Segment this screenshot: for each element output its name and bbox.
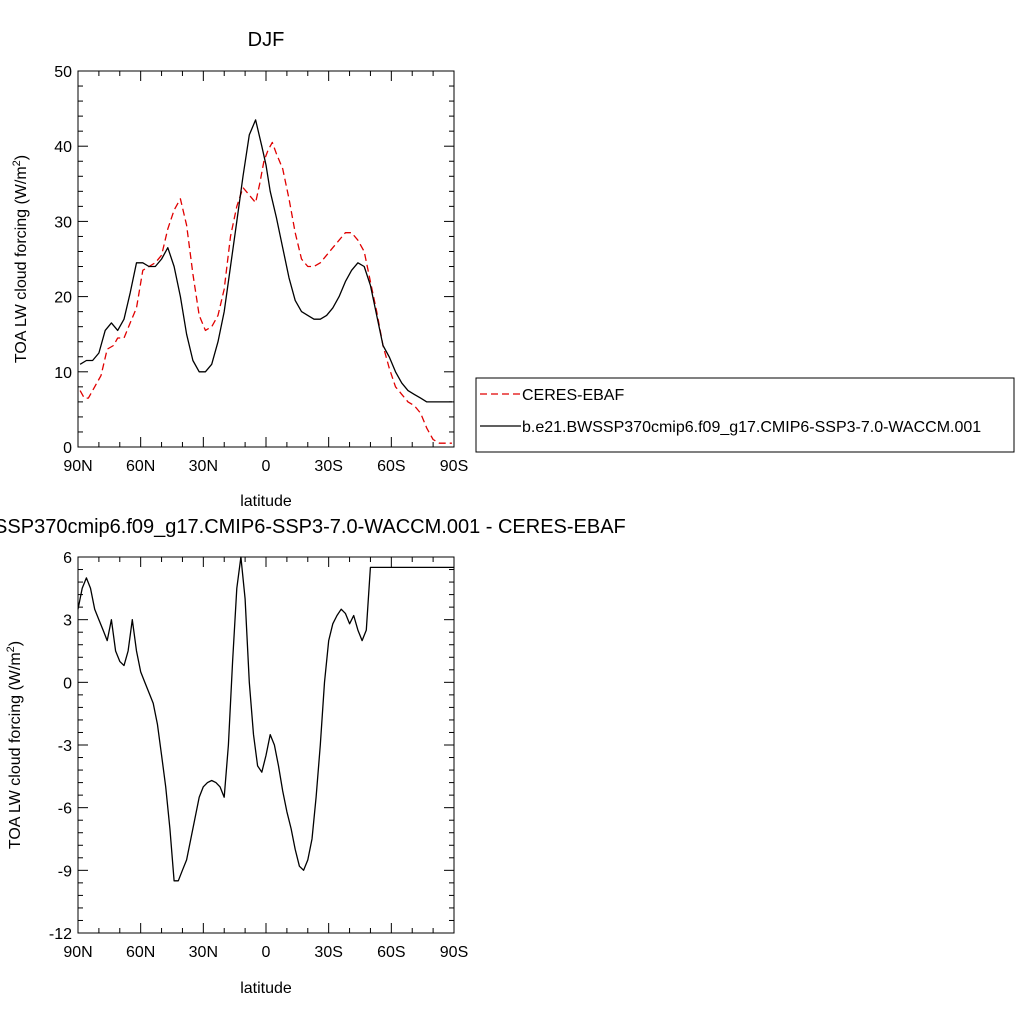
y-tick-label: -12	[49, 926, 72, 943]
top-chart-title: DJF	[248, 29, 285, 51]
series-line-0	[77, 556, 454, 882]
x-tick-label: 90S	[440, 944, 468, 961]
y-tick-label: 6	[63, 550, 72, 567]
x-tick-label: 30N	[189, 944, 218, 961]
x-tick-label: 60S	[377, 944, 405, 961]
bottom-plot-frame	[77, 556, 455, 934]
x-tick-label: 0	[262, 944, 271, 961]
y-tick-label: 0	[63, 675, 72, 692]
series-line-0	[79, 141, 452, 444]
x-tick-label: 0	[262, 458, 271, 475]
bottom-chart-title: b.e21.BWSSP370cmip6.f09_g17.CMIP6-SSP3-7…	[0, 516, 626, 538]
legend: CERES-EBAF b.e21.BWSSP370cmip6.f09_g17.C…	[475, 377, 1015, 453]
legend-frame	[475, 377, 1015, 453]
y-tick-label: 0	[63, 440, 72, 457]
x-tick-label: 60N	[126, 458, 155, 475]
y-tick-label: 20	[54, 290, 72, 307]
x-tick-label: 60S	[377, 458, 405, 475]
legend-label-ceres: CERES-EBAF	[522, 387, 624, 404]
bottom-panel: b.e21.BWSSP370cmip6.f09_g17.CMIP6-SSP3-7…	[0, 516, 626, 997]
bottom-y-axis-label: TOA LW cloud forcing (W/m2)	[5, 641, 24, 849]
y-tick-label: 10	[54, 365, 72, 382]
top-panel: DJF 90N 60N 30N 0 30S 60S 90S 0 10 20 30 40 50 latit…	[11, 29, 1015, 510]
top-x-axis-label: latitude	[240, 493, 292, 510]
top-axis-ticks: 90N 60N 30N 0 30S 60S 90S 0 10 20 30 40 50	[54, 64, 468, 475]
bottom-chart-marks	[77, 556, 454, 882]
x-tick-label: 90N	[63, 944, 92, 961]
x-tick-label: 30S	[314, 944, 342, 961]
y-tick-label: 50	[54, 64, 72, 81]
legend-label-model: b.e21.BWSSP370cmip6.f09_g17.CMIP6-SSP3-7…	[522, 419, 981, 436]
x-tick-label: 30S	[314, 458, 342, 475]
y-tick-label: -9	[58, 863, 72, 880]
top-chart-marks	[79, 119, 452, 444]
y-tick-label: -6	[58, 801, 72, 818]
y-tick-label: 40	[54, 139, 72, 156]
bottom-x-axis-label: latitude	[240, 980, 292, 997]
y-tick-label: 30	[54, 214, 72, 231]
top-y-axis-label: TOA LW cloud forcing (W/m2)	[11, 155, 30, 363]
x-tick-label: 90N	[63, 458, 92, 475]
y-tick-label: 3	[63, 613, 72, 630]
x-tick-label: 60N	[126, 944, 155, 961]
top-plot-frame	[77, 70, 455, 448]
x-tick-label: 30N	[189, 458, 218, 475]
series-line-1	[79, 119, 452, 403]
x-tick-label: 90S	[440, 458, 468, 475]
bottom-axis-ticks: 90N 60N 30N 0 30S 60S 90S -12 -9 -6 -3 0 3 6	[49, 550, 468, 961]
y-tick-label: -3	[58, 738, 72, 755]
